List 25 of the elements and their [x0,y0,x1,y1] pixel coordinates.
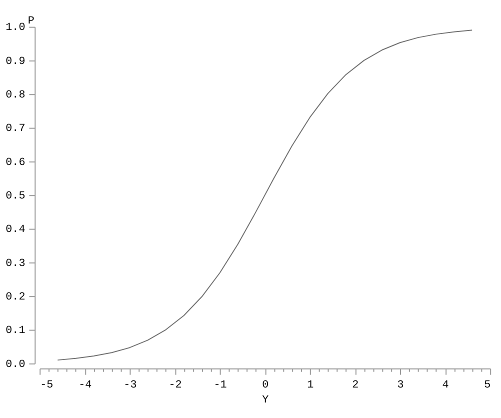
x-tick-label: 5 [484,380,491,392]
x-tick-label: 1 [307,380,314,392]
y-tick-label: 0.3 [6,258,26,270]
y-tick-label: 0.7 [6,123,26,136]
x-tick-label: -1 [214,380,227,392]
line-series [57,30,473,361]
y-tick-label: 0.2 [6,292,26,304]
y-tick-label: 0.1 [6,325,26,338]
y-tick-label: 0.0 [6,358,26,371]
x-tick-label: -4 [78,380,92,392]
y-tick-label: 0.5 [6,190,26,203]
y-tick-label: 0.9 [6,56,26,68]
x-tick-label: -2 [168,380,182,392]
y-axis-title: P [28,15,34,28]
x-axis-title: Y [262,394,270,407]
y-tick-label: 1.0 [6,22,26,34]
x-tick-label: 2 [352,380,359,392]
x-tick-label: -5 [40,380,54,392]
y-tick-label: 0.6 [6,156,26,169]
y-tick-label: 0.4 [6,224,26,236]
x-tick-label: 3 [397,380,404,392]
x-tick-label: 4 [442,380,449,392]
x-tick-label: -3 [124,380,137,392]
x-tick-label: 0 [262,380,269,392]
y-tick-label: 0.8 [6,90,26,102]
